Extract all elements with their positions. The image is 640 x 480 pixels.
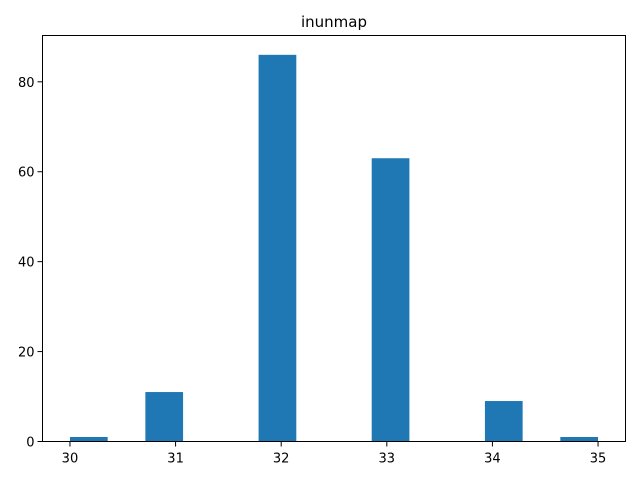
y-tick-label: 20	[18, 346, 35, 361]
x-tick-label: 33	[379, 452, 396, 467]
plot-frame	[42, 35, 626, 442]
y-axis: 0 20 40 60 80	[18, 76, 43, 451]
histogram-bar	[258, 54, 297, 442]
x-tick-label: 31	[167, 452, 184, 467]
y-tick-label: 0	[26, 436, 34, 451]
x-tick-label: 30	[62, 452, 79, 467]
y-tick-label: 40	[18, 256, 35, 271]
histogram-bar	[145, 392, 184, 442]
x-tick-label: 35	[590, 452, 607, 467]
bars-group	[69, 54, 599, 442]
x-axis: 30 31 32 33 34 35	[62, 441, 607, 467]
x-tick-label: 34	[484, 452, 501, 467]
histogram-bar	[560, 437, 599, 442]
y-tick-label: 60	[18, 166, 35, 181]
y-tick-label: 80	[18, 76, 35, 91]
chart-title: inunmap	[301, 13, 367, 31]
histogram-bar	[69, 437, 108, 442]
histogram-bar	[371, 158, 410, 442]
histogram-bar	[484, 401, 523, 442]
x-tick-label: 32	[273, 452, 290, 467]
